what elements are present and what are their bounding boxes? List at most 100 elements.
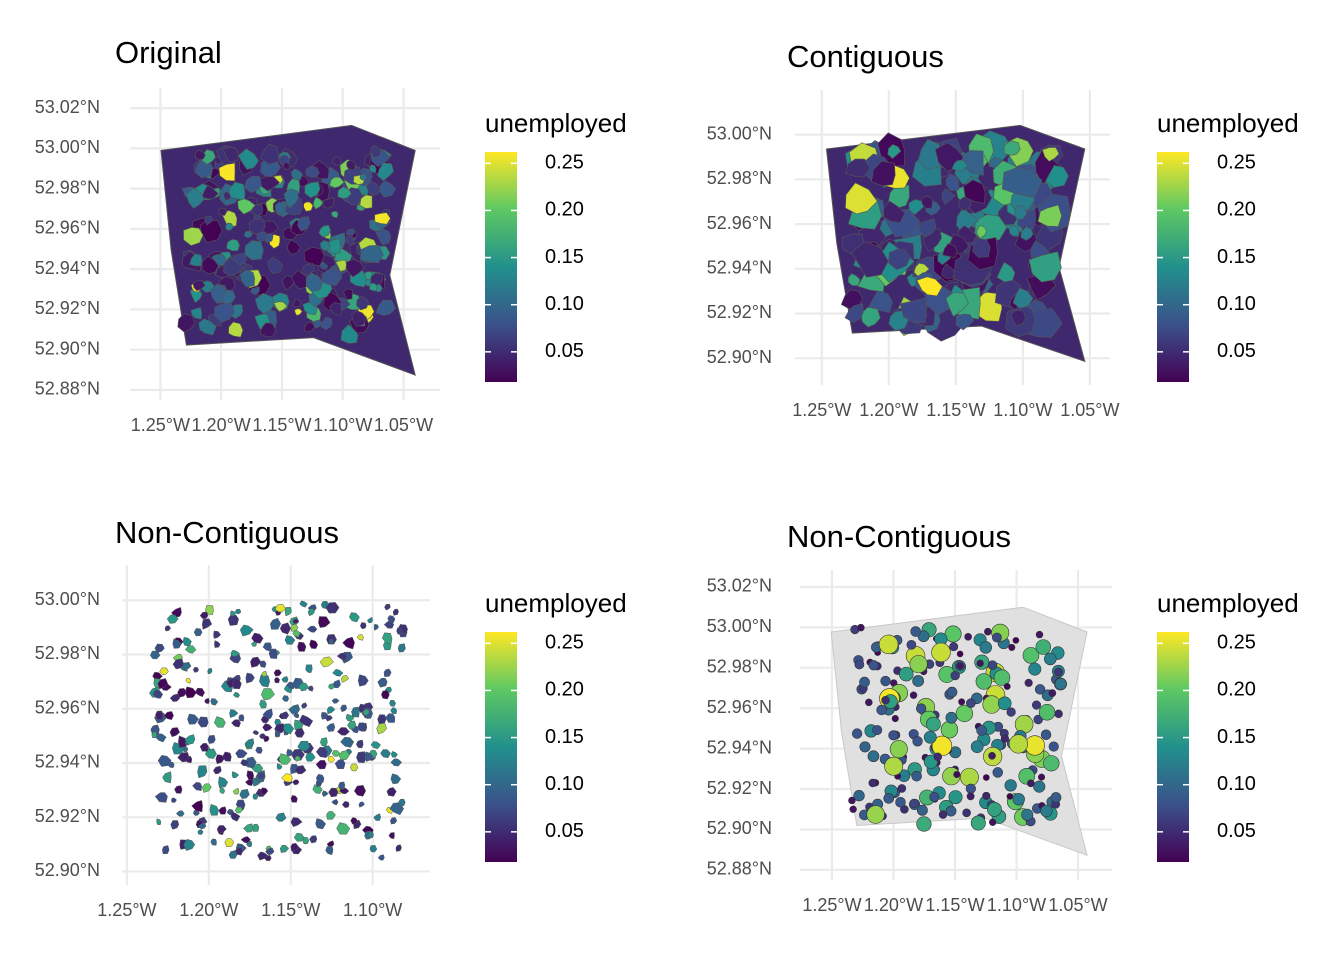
area-shape — [163, 711, 174, 720]
area-shape — [941, 188, 956, 205]
area-bubble — [982, 774, 990, 781]
area-shape — [851, 240, 889, 278]
area-shape — [383, 668, 392, 677]
x-tick-label: 1.20°W — [192, 415, 251, 435]
area-bubble — [1031, 700, 1042, 710]
area-shape — [204, 697, 210, 704]
area-bubble — [912, 736, 923, 747]
area-shape — [228, 850, 238, 859]
area-bubble — [895, 796, 906, 808]
area-shape — [1008, 224, 1020, 237]
area-shape — [367, 831, 374, 839]
area-bubble — [970, 815, 986, 831]
area-shape — [325, 845, 334, 856]
area-bubble — [1054, 667, 1063, 677]
area-bubble — [923, 730, 937, 744]
y-tick-label: 53.02°N — [35, 97, 100, 117]
area-shape — [292, 779, 300, 786]
area-shape — [390, 707, 398, 715]
area-bubble — [1035, 639, 1052, 655]
area-bubble — [1006, 707, 1016, 717]
area-bubble — [987, 660, 998, 670]
x-tick-label: 1.15°W — [925, 895, 984, 915]
area-shape — [162, 771, 172, 784]
area-shape — [290, 843, 299, 852]
area-bubble — [854, 659, 865, 670]
area-shape — [167, 761, 175, 769]
area-shape — [327, 706, 336, 715]
area-bubble — [909, 798, 919, 809]
area-bubble — [1033, 714, 1043, 725]
area-shape — [327, 756, 335, 763]
x-tick-label: 1.25°W — [131, 415, 190, 435]
area-shape — [219, 787, 226, 794]
y-tick-label: 52.98°N — [35, 177, 100, 197]
area-shape — [244, 175, 263, 194]
panel-title: Non-Contiguous — [115, 515, 339, 550]
x-tick-label: 1.15°W — [926, 400, 985, 420]
area-shape — [274, 723, 286, 734]
area-shape — [326, 723, 336, 732]
y-tick-label: 52.96°N — [35, 697, 100, 717]
area-shape — [315, 746, 328, 758]
area-bubble — [851, 728, 863, 739]
area-shape — [848, 273, 861, 287]
area-shape — [356, 751, 367, 763]
area-shape — [234, 806, 243, 814]
area-shape — [262, 642, 272, 652]
area-shape — [268, 648, 278, 659]
legend-label: 0.15 — [545, 726, 584, 748]
area-shape — [388, 832, 395, 839]
area-shape — [307, 685, 314, 692]
area-shape — [201, 255, 219, 275]
map-panel: 1.25°W 1.20°W 1.15°W 1.10°W 1.05°W 52.88°N 52.… — [707, 519, 1299, 915]
area-shape — [356, 739, 364, 749]
area-shape — [328, 683, 335, 690]
area-shape — [291, 168, 303, 181]
area-shape — [159, 667, 169, 676]
area-shape — [218, 806, 227, 815]
area-shape — [955, 313, 975, 331]
area-shape — [346, 228, 356, 236]
area-shape — [213, 630, 222, 639]
y-tick-label: 53.02°N — [707, 576, 772, 596]
y-tick-label: 52.94°N — [707, 737, 772, 757]
legend-label: 0.10 — [1217, 773, 1256, 795]
legend-label: 0.15 — [545, 246, 584, 268]
area-shape — [154, 643, 165, 653]
area-shape — [255, 746, 263, 754]
area-shape — [341, 801, 350, 808]
area-bubble — [933, 752, 943, 762]
area-shape — [197, 716, 209, 728]
area-shape — [223, 256, 244, 277]
area-shape — [172, 658, 184, 670]
area-shape — [336, 652, 347, 661]
legend-label: 0.10 — [1217, 293, 1256, 315]
area-shape — [390, 751, 398, 758]
area-shape — [169, 693, 181, 702]
area-shape — [370, 144, 382, 159]
area-shape — [214, 640, 221, 648]
legend-label: 0.15 — [1217, 246, 1256, 268]
area-bubble — [889, 740, 908, 759]
area-shape — [362, 709, 370, 716]
area-shape — [230, 610, 237, 617]
area-shape — [396, 627, 403, 635]
area-shape — [298, 714, 314, 728]
area-bubble — [878, 634, 899, 655]
area-shape — [234, 608, 242, 615]
area-shape — [276, 763, 283, 770]
area-shape — [360, 244, 384, 264]
area-shape — [1001, 167, 1043, 198]
area-shape — [359, 194, 373, 209]
area-bubble — [884, 756, 904, 776]
area-bubble — [949, 642, 959, 652]
area-shape — [293, 832, 305, 842]
area-bubble — [916, 804, 928, 816]
x-tick-label: 1.05°W — [1060, 400, 1119, 420]
y-tick-label: 53.00°N — [707, 123, 772, 143]
area-shape — [226, 238, 240, 252]
area-shape — [283, 188, 299, 209]
area-shape — [358, 801, 365, 808]
area-shape — [941, 263, 956, 279]
